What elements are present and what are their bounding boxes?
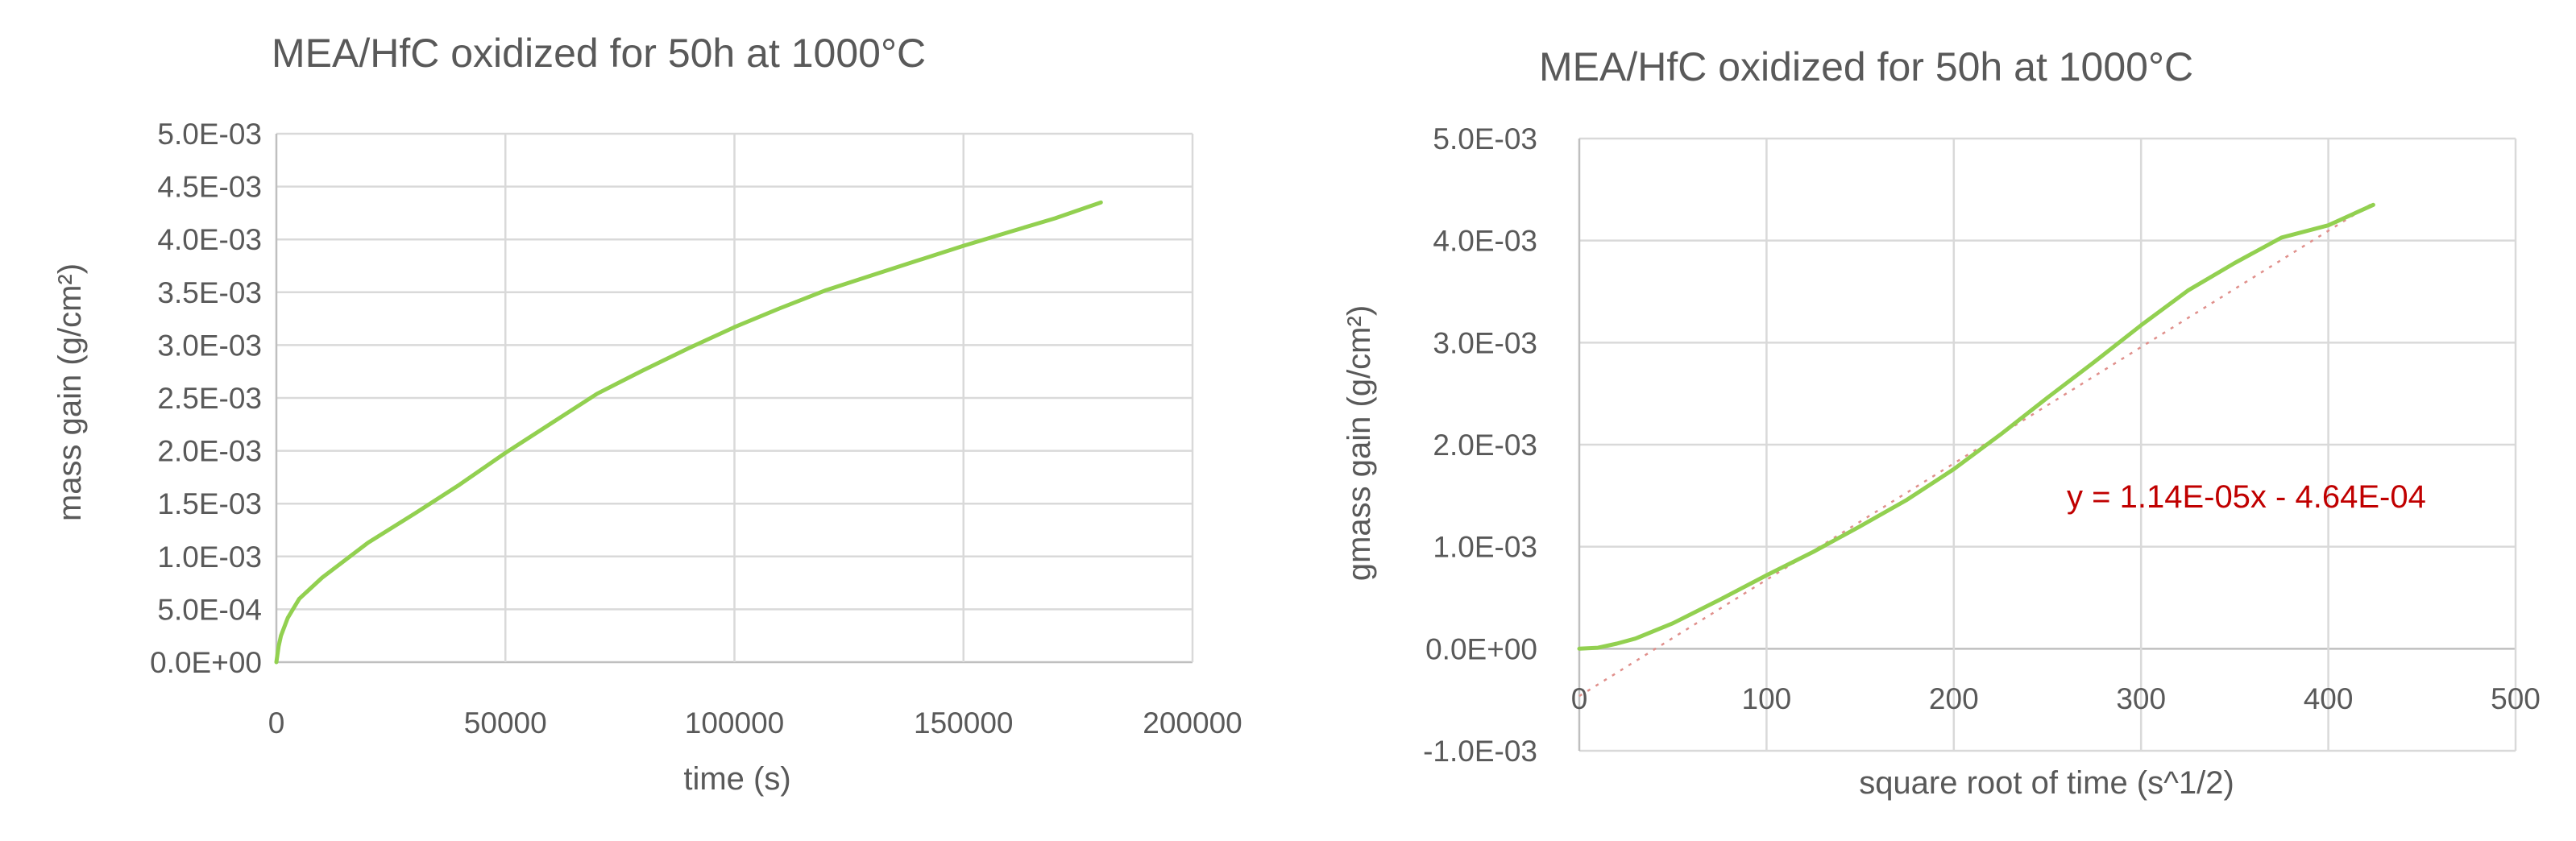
chart-2-x-tick-label: 500 [2491, 682, 2541, 715]
chart-1-y-tick-label: 0.0E+00 [150, 646, 262, 679]
chart-2-x-tick-labels: 0 100 200 300 400 500 [1571, 682, 2541, 715]
chart-2-x-tick-label: 200 [1929, 682, 1979, 715]
chart-1-x-tick-labels: 0 50000 100000 150000 200000 [268, 706, 1242, 740]
chart-1-gridlines [275, 132, 1194, 664]
chart-1-y-tick-label: 5.0E-04 [157, 593, 262, 626]
chart-2-y-axis-label: gmass gain (g/cm²) [1342, 305, 1377, 581]
chart-2-mass-gain-series-line [1577, 202, 2375, 651]
chart-1-y-tick-label: 2.0E-03 [157, 435, 262, 468]
chart-1-y-tick-label: 4.0E-03 [157, 223, 262, 256]
chart-2-y-tick-labels: -1.0E-03 0.0E+00 1.0E-03 2.0E-03 3.0E-03 4.0E… [1423, 122, 1537, 768]
chart-2-x-tick-label: 100 [1742, 682, 1792, 715]
chart-2-y-tick-label: 4.0E-03 [1433, 225, 1537, 258]
chart-2-y-tick-label: 0.0E+00 [1425, 632, 1537, 665]
chart-2-series-group [1577, 201, 2375, 698]
chart-1-mass-gain-series-line [274, 200, 1103, 665]
chart-1-y-tick-label: 3.5E-03 [157, 276, 262, 309]
chart-1-x-tick-label: 200000 [1143, 706, 1242, 740]
chart-2-x-tick-label: 300 [2116, 682, 2166, 715]
chart-2-title: MEA/HfC oxidized for 50h at 1000°C [1539, 44, 2193, 89]
chart-1-y-tick-label: 1.0E-03 [157, 541, 262, 574]
chart-2-y-tick-label: 2.0E-03 [1433, 429, 1537, 462]
chart-2-y-tick-label: 1.0E-03 [1433, 531, 1537, 564]
chart-1-series-group [274, 200, 1103, 665]
chart-1-x-tick-label: 100000 [685, 706, 784, 740]
chart-2-x-axis-label: square root of time (s^1/2) [1859, 765, 2234, 801]
chart-1-y-tick-label: 4.5E-03 [157, 171, 262, 204]
chart-2-y-tick-label: 5.0E-03 [1433, 122, 1537, 155]
chart-1-x-tick-label: 50000 [464, 706, 547, 740]
mass-gain-vs-time-chart: MEA/HfC oxidized for 50h at 1000°C 0.0E+… [52, 31, 1242, 797]
chart-2-y-tick-label: 3.0E-03 [1433, 326, 1537, 359]
chart-2-x-tick-label: 400 [2304, 682, 2354, 715]
chart-1-y-tick-labels: 0.0E+00 5.0E-04 1.0E-03 1.5E-03 2.0E-03 2.5E-… [150, 118, 262, 679]
chart-1-y-tick-label: 2.5E-03 [157, 382, 262, 415]
chart-1-x-tick-label: 150000 [914, 706, 1013, 740]
chart-2-linear-trendline [1578, 201, 2375, 698]
chart-2-gridlines [1578, 137, 2517, 752]
chart-2-x-tick-label: 0 [1571, 682, 1588, 715]
chart-2-trendline-equation: y = 1.14E-05x - 4.64E-04 [2067, 479, 2426, 515]
chart-1-x-axis-label: time (s) [683, 761, 790, 797]
chart-1-y-tick-label: 3.0E-03 [157, 329, 262, 362]
chart-1-title: MEA/HfC oxidized for 50h at 1000°C [272, 31, 926, 76]
chart-1-y-tick-label: 1.5E-03 [157, 487, 262, 520]
chart-2-y-tick-label: -1.0E-03 [1423, 735, 1537, 768]
chart-1-y-tick-label: 5.0E-03 [157, 118, 262, 151]
chart-1-y-axis-label: mass gain (g/cm²) [52, 263, 88, 521]
mass-gain-vs-sqrt-time-chart: MEA/HfC oxidized for 50h at 1000°C -1.0E… [1342, 44, 2541, 801]
chart-1-x-tick-label: 0 [268, 706, 285, 740]
